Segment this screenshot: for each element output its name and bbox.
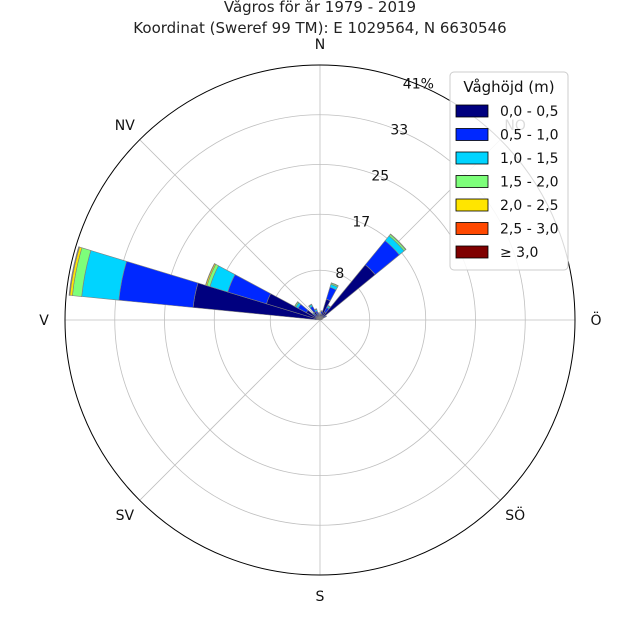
bar-segment-s5-b3 [314, 308, 318, 311]
direction-label-n: N [315, 37, 325, 53]
legend-label-0: 0,0 - 0,5 [500, 104, 558, 120]
legend-swatch-4 [455, 198, 489, 212]
bar-segment-s9-b4 [330, 282, 339, 287]
chart-title: Vågros för år 1979 - 2019 [224, 0, 416, 16]
bar-segment-s12-b2 [324, 314, 327, 318]
legend-label-6: ≥ 3,0 [500, 245, 538, 261]
legend-label-3: 1,5 - 2,0 [500, 175, 558, 191]
legend-box [449, 71, 569, 271]
legend-swatch-3 [455, 175, 489, 188]
direction-label-ö: Ö [590, 311, 601, 329]
radial-tick-label-3: 33 [390, 123, 408, 139]
bar-segment-s2-b4 [294, 301, 299, 307]
radial-tick-label-1: 17 [352, 214, 370, 230]
legend-swatch-1 [455, 128, 489, 141]
radial-tick-label-2: 25 [371, 169, 389, 185]
legend: Våghöjd (m) 0,0 - 0,5 0,5 - 1,0 1,0 - 1,5 1,… [449, 71, 569, 271]
legend-swatch-0 [455, 104, 489, 118]
radial-tick-label-4: 41% [403, 77, 434, 93]
legend-title: Våghöjd (m) [463, 78, 554, 96]
bar-segment-s11-b4 [389, 233, 407, 251]
direction-label-sv: SV [116, 508, 135, 524]
grid-spoke-3 [319, 319, 501, 501]
bar-segment-s13-b1 [321, 318, 323, 320]
rose-bars [68, 233, 407, 321]
direction-label-v: V [39, 313, 49, 329]
bar-segment-s0-b6 [68, 246, 80, 296]
bar-segment-s6-b2 [317, 312, 320, 314]
grid-spoke-7 [139, 139, 321, 321]
axis-labels: NNOÖSÖSSVVNV817253341% [39, 37, 601, 605]
bar-segment-s1-b5 [205, 263, 216, 286]
legend-swatch-6 [455, 245, 489, 259]
direction-label-s: S [316, 589, 325, 605]
bar-segment-s4-b3 [308, 303, 313, 307]
legend-label-5: 2,5 - 3,0 [500, 222, 558, 238]
direction-label-sö: SÖ [505, 506, 525, 524]
legend-label-1: 0,5 - 1,0 [500, 128, 558, 144]
legend-swatch-5 [455, 222, 489, 235]
legend-label-2: 1,0 - 1,5 [500, 151, 558, 167]
outer-circle [64, 64, 576, 576]
polar-grid [64, 64, 576, 576]
chart-subtitle: Koordinat (Sweref 99 TM): E 1029564, N 6… [133, 19, 506, 37]
direction-label-nv: NV [115, 118, 135, 134]
bar-segment-s0-b1 [118, 260, 199, 308]
legend-label-4: 2,0 - 2,5 [500, 198, 558, 214]
grid-spoke-5 [139, 319, 321, 501]
legend-swatch-2 [455, 151, 489, 165]
radial-tick-label-0: 8 [335, 266, 344, 282]
